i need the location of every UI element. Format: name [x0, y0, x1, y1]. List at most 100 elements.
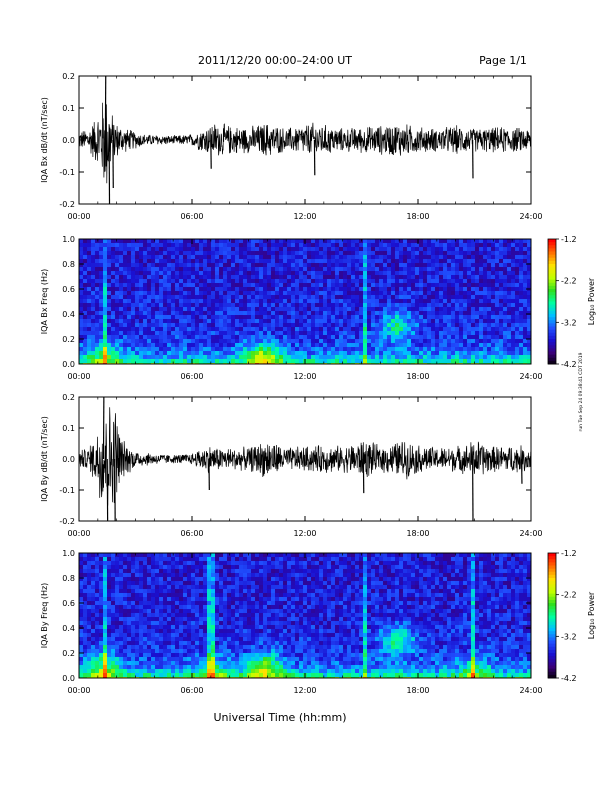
- colorbar-tick-label: -2.2: [561, 277, 577, 286]
- colorbar-swatch: [548, 317, 556, 321]
- x-tick-label: 12:00: [293, 372, 316, 381]
- y-tick-label: 0.0: [62, 360, 75, 369]
- colorbar-swatch: [548, 621, 556, 626]
- colorbar-swatch: [548, 307, 556, 312]
- colorbar-swatch: [548, 612, 556, 616]
- x-tick-label: 18:00: [406, 529, 429, 538]
- colorbar-swatch: [548, 568, 556, 573]
- colorbar-swatch: [548, 329, 556, 334]
- colorbar-swatch: [548, 310, 556, 315]
- y-tick-label: 0.2: [62, 393, 75, 402]
- colorbar-swatch: [548, 279, 556, 284]
- x-tick-label: 06:00: [180, 529, 203, 538]
- x-axis-label: Universal Time (hh:mm): [214, 711, 347, 724]
- panel-1: 00:00 06:00 12:00 18:00 24:00 0.2 0.1 0.0 -0.1 -0…: [40, 72, 543, 221]
- colorbar-swatch: [548, 257, 556, 262]
- colorbar-tick-label: -1.2: [561, 235, 577, 244]
- colorbar-swatch: [548, 590, 556, 595]
- colorbar-swatch: [548, 304, 556, 309]
- colorbar-tick-label: -4.2: [561, 674, 577, 683]
- colorbar-swatch: [548, 242, 556, 246]
- colorbar-swatch: [548, 335, 556, 340]
- colorbar-swatch: [548, 295, 556, 299]
- colorbar-swatch: [548, 646, 556, 651]
- y-tick-label: 0.1: [62, 104, 75, 113]
- spectrogram: [79, 553, 531, 678]
- y-tick-label: 0.8: [62, 260, 75, 269]
- x-tick-label: 24:00: [519, 372, 542, 381]
- colorbar-swatch: [548, 618, 556, 623]
- y-axis-label: IQA By Freq (Hz): [40, 583, 49, 649]
- x-tick-label: 24:00: [519, 212, 542, 221]
- colorbar-swatch: [548, 301, 556, 306]
- panels: 00:00 06:00 12:00 18:00 24:00 0.2 0.1 0.0 -0.1 -0…: [40, 72, 596, 695]
- colorbar-swatch: [548, 285, 556, 290]
- x-tick-label: 18:00: [406, 686, 429, 695]
- x-tick-label: 24:00: [519, 686, 542, 695]
- panel-4: 00:00 06:00 12:00 18:00 24:00 1.0 0.8 0.6 0.4 0.2…: [40, 549, 596, 695]
- y-tick-label: 0.0: [62, 455, 75, 464]
- colorbar-swatch: [548, 314, 556, 318]
- colorbar-swatch: [548, 578, 556, 582]
- colorbar-swatch: [548, 556, 556, 560]
- colorbar-swatch: [548, 351, 556, 356]
- colorbar-swatch: [548, 637, 556, 641]
- x-tick-label: 00:00: [67, 372, 90, 381]
- colorbar-tick-label: -3.2: [561, 632, 577, 641]
- y-tick-label: -0.1: [59, 168, 75, 177]
- y-tick-label: -0.1: [59, 486, 75, 495]
- colorbar-swatch: [548, 628, 556, 632]
- y-axis-label: IQA Bx Freq (Hz): [40, 269, 49, 335]
- colorbar-swatch: [548, 360, 556, 365]
- y-axis-label: IQA Bx dB/dt (nT/sec): [40, 97, 49, 183]
- colorbar-swatch: [548, 581, 556, 585]
- colorbar-swatch: [548, 662, 556, 666]
- spectrogram: [79, 239, 531, 364]
- colorbar-swatch: [548, 348, 556, 352]
- colorbar-swatch: [548, 251, 556, 256]
- colorbar-swatch: [548, 339, 556, 343]
- colorbar-label: Log₁₀ Power: [587, 591, 596, 639]
- colorbar-swatch: [548, 565, 556, 570]
- series-line: [79, 102, 531, 184]
- colorbar: -1.2 -2.2 -3.2 -4.2 Log₁₀ Power: [547, 235, 596, 369]
- series-line: [79, 407, 531, 506]
- colorbar-swatch: [548, 553, 556, 557]
- colorbar-swatch: [548, 298, 556, 302]
- colorbar-swatch: [548, 584, 556, 588]
- colorbar-swatch: [548, 593, 556, 598]
- y-tick-label: 1.0: [62, 235, 75, 244]
- x-tick-label: 18:00: [406, 212, 429, 221]
- colorbar-swatch: [548, 571, 556, 576]
- x-tick-label: 06:00: [180, 372, 203, 381]
- colorbar-swatch: [548, 345, 556, 349]
- y-axis-label: IQA By dB/dt (nT/sec): [40, 416, 49, 502]
- colorbar-swatch: [548, 289, 556, 293]
- colorbar-swatch: [548, 615, 556, 620]
- colorbar-swatch: [548, 574, 556, 579]
- y-tick-label: -0.2: [59, 200, 75, 209]
- colorbar-tick-label: -3.2: [561, 318, 577, 327]
- y-tick-label: 0.8: [62, 574, 75, 583]
- y-tick-label: 0.1: [62, 424, 75, 433]
- colorbar-swatch: [548, 332, 556, 337]
- colorbar-swatch: [548, 674, 556, 679]
- colorbar-tick-label: -2.2: [561, 591, 577, 600]
- colorbar-swatch: [548, 596, 556, 601]
- y-tick-label: 0.0: [62, 136, 75, 145]
- colorbar-swatch: [548, 659, 556, 663]
- colorbar-swatch: [548, 631, 556, 635]
- x-tick-label: 06:00: [180, 686, 203, 695]
- colorbar-swatch: [548, 649, 556, 654]
- colorbar-swatch: [548, 668, 556, 673]
- page-number: Page 1/1: [479, 54, 527, 67]
- colorbar-swatch: [548, 562, 556, 566]
- y-tick-label: 0.6: [62, 285, 75, 294]
- y-tick-label: 1.0: [62, 549, 75, 558]
- colorbar-swatch: [548, 599, 556, 604]
- colorbar-swatch: [548, 273, 556, 277]
- colorbar-swatch: [548, 264, 556, 268]
- colorbar-swatch: [548, 640, 556, 645]
- panel-2: 00:00 06:00 12:00 18:00 24:00 1.0 0.8 0.6 0.4 0.2…: [40, 235, 596, 381]
